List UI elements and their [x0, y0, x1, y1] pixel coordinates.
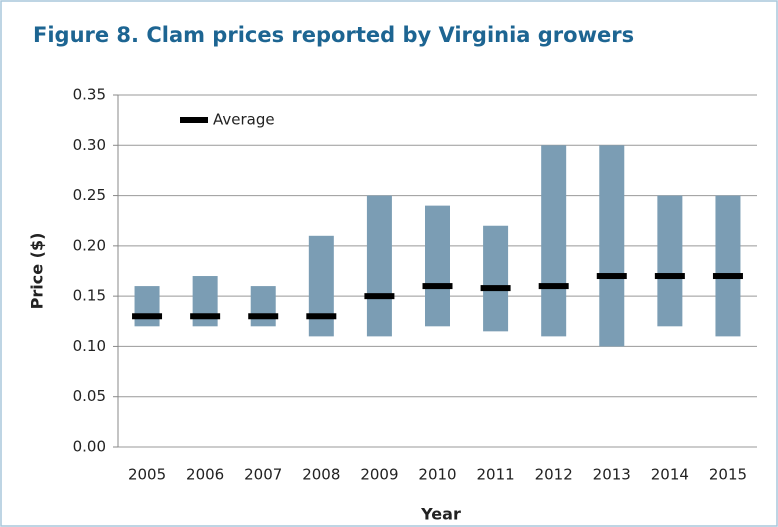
y-tick-label: 0.10: [73, 337, 106, 355]
range-bar: [308, 235, 334, 337]
range-bar: [366, 195, 392, 337]
average-marker: [190, 313, 221, 320]
x-tick-label: 2007: [244, 466, 282, 484]
range-bar: [134, 286, 160, 327]
chart-title: Figure 8. Clam prices reported by Virgin…: [33, 23, 634, 47]
average-marker: [306, 313, 337, 320]
legend-label: Average: [213, 111, 275, 129]
y-tick-label: 0.00: [73, 438, 106, 456]
y-axis-title: Price ($): [28, 233, 47, 310]
y-tick-label: 0.30: [73, 136, 106, 154]
x-tick-label: 2015: [709, 466, 747, 484]
y-tick-label: 0.35: [73, 86, 106, 104]
range-bar: [715, 195, 741, 337]
x-tick-label: 2011: [476, 466, 514, 484]
x-tick-label: 2013: [593, 466, 631, 484]
range-bar: [599, 145, 625, 347]
y-tick-label: 0.20: [73, 236, 106, 254]
x-tick-label: 2012: [535, 466, 573, 484]
average-marker: [132, 313, 163, 320]
y-tick-label: 0.05: [73, 387, 106, 405]
legend-swatch: [180, 117, 208, 123]
x-axis-title: Year: [420, 505, 461, 524]
x-tick-label: 2010: [418, 466, 456, 484]
average-marker: [596, 273, 627, 280]
x-tick-label: 2014: [651, 466, 689, 484]
range-bar: [425, 205, 450, 327]
range-bar: [483, 225, 509, 332]
average-marker: [538, 283, 569, 290]
average-marker: [422, 283, 453, 290]
x-tick-label: 2008: [302, 466, 340, 484]
average-marker: [364, 293, 395, 300]
y-tick-label: 0.25: [73, 186, 106, 204]
range-bar: [250, 286, 276, 327]
range-bar: [541, 145, 567, 337]
average-marker: [654, 273, 685, 280]
y-tick-label: 0.15: [73, 287, 106, 305]
average-marker: [712, 273, 743, 280]
x-tick-label: 2005: [128, 466, 166, 484]
average-marker: [480, 285, 511, 292]
x-tick-label: 2006: [186, 466, 224, 484]
average-marker: [248, 313, 279, 320]
x-tick-label: 2009: [360, 466, 398, 484]
range-bar: [657, 195, 683, 327]
